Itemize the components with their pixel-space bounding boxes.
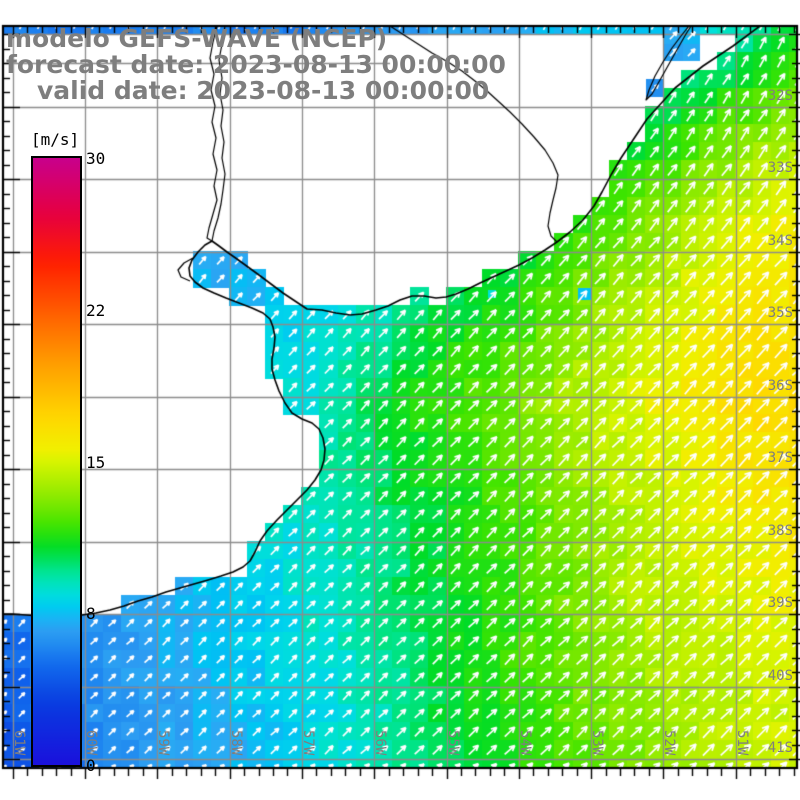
lon-label: 61W — [10, 730, 27, 756]
lat-label: 39S — [767, 595, 793, 611]
lat-label: 41S — [767, 740, 793, 756]
colorbar-tick-label: 15 — [86, 452, 106, 472]
colorbar-tick-label: 22 — [86, 300, 106, 320]
lat-label: 38S — [767, 522, 793, 539]
lat-label: 33S — [767, 160, 793, 176]
lat-label: 35S — [767, 305, 793, 321]
lon-label: 57W — [299, 730, 316, 756]
colorbar-unit-label: [m/s] — [31, 130, 80, 149]
lon-label: 56W — [372, 730, 389, 756]
valid-date-line: valid date: 2023-08-13 00:00:00 — [37, 76, 490, 105]
model-title: modelo GEFS-WAVE (NCEP) — [6, 24, 388, 53]
colorbar-tick-label: 0 — [86, 756, 96, 775]
colorbar-tick-label: 30 — [86, 149, 106, 168]
forecast-date-line: forecast date: 2023-08-13 00:00:00 — [6, 50, 506, 79]
colorbar — [31, 156, 82, 767]
lon-label: 58W — [227, 730, 244, 756]
colorbar-tick-label: 8 — [86, 604, 96, 624]
lon-label: 52W — [661, 730, 678, 756]
lon-label: 55W — [444, 730, 461, 756]
lon-label: 59W — [155, 730, 172, 756]
lat-label: 40S — [767, 667, 793, 684]
lon-label: 54W — [516, 730, 533, 756]
lon-label: 60W — [83, 730, 99, 756]
lat-label: 34S — [767, 232, 793, 249]
lat-label: 32S — [767, 87, 793, 104]
lat-label: 37S — [767, 450, 793, 466]
lon-label: 51W — [733, 730, 750, 756]
lon-label: 53W — [589, 730, 606, 756]
lat-label: 36S — [767, 377, 793, 394]
